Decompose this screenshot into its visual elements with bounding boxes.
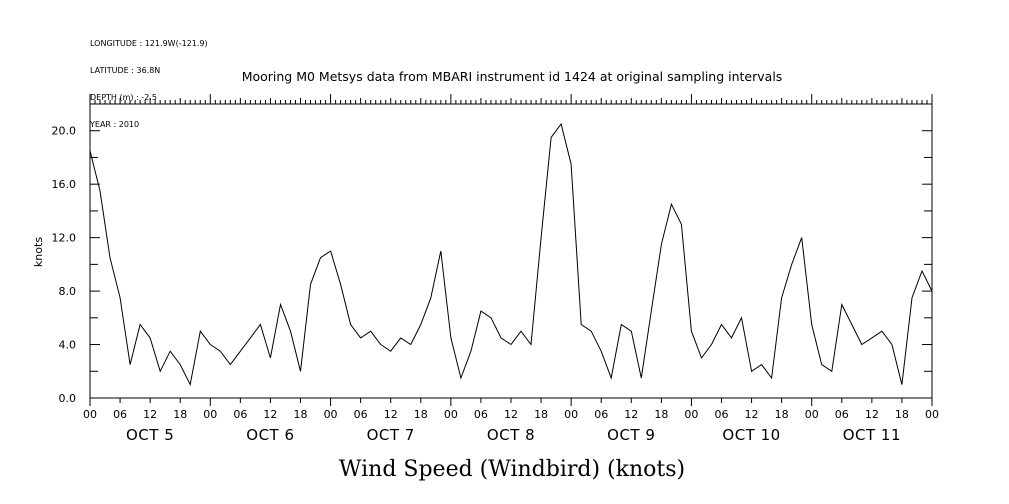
y-tick-label: 20.0 [52,125,77,138]
header-metadata: LONGITUDE : 121.9W(-121.9) LATITUDE : 36… [90,21,208,138]
x-tick-label: 18 [173,408,187,421]
x-tick-label: 12 [745,408,759,421]
day-label: OCT 9 [607,426,655,444]
axis-ticks [89,94,933,406]
x-tick-label: 00 [684,408,698,421]
x-tick-label: 18 [534,408,548,421]
chart-title: Mooring M0 Metsys data from MBARI instru… [242,69,783,84]
x-tick-label: 12 [263,408,277,421]
wind-speed-line [89,122,933,387]
x-tick-label: 06 [715,408,729,421]
x-tick-label: 18 [414,408,428,421]
year-label: YEAR : 2010 [90,120,140,129]
x-axis-title: Wind Speed (Windbird) (knots) [339,457,685,482]
x-tick-label: 18 [294,408,308,421]
x-tick-label: 00 [83,408,97,421]
day-label: OCT 7 [367,426,415,444]
x-tick-label: 06 [594,408,608,421]
x-tick-labels: 00 06 12 18 00 06 12 18 00 06 12 18 00 06 12 18 00 06 12 18… [83,408,939,421]
x-tick-label: 12 [504,408,518,421]
day-label: OCT 11 [843,426,901,444]
x-tick-label: 00 [564,408,578,421]
x-tick-label: 06 [233,408,247,421]
x-tick-label: 06 [113,408,127,421]
x-tick-label: 00 [203,408,217,421]
day-label: OCT 5 [126,426,174,444]
y-tick-labels: 0.0 4.0 8.0 12.0 16.0 20.0 [52,125,77,405]
day-label: OCT 8 [487,426,535,444]
plot-frame [89,103,933,399]
day-label: OCT 10 [722,426,780,444]
y-tick-label: 12.0 [52,232,77,245]
longitude-label: LONGITUDE : 121.9W(-121.9) [90,39,208,48]
latitude-label: LATITUDE : 36.8N [90,66,161,75]
x-tick-label: 00 [925,408,939,421]
x-tick-label: 12 [624,408,638,421]
x-tick-label: 00 [805,408,819,421]
x-tick-label: 06 [474,408,488,421]
x-tick-label: 12 [143,408,157,421]
day-labels: OCT 5 OCT 6 OCT 7 OCT 8 OCT 9 OCT 10 OCT 11 [126,426,901,444]
x-tick-label: 18 [654,408,668,421]
depth-label: DEPTH (m) : -2.5 [90,93,157,102]
y-tick-label: 0.0 [59,392,77,405]
x-tick-label: 12 [384,408,398,421]
x-tick-label: 06 [354,408,368,421]
day-label: OCT 6 [246,426,294,444]
x-tick-label: 18 [775,408,789,421]
x-tick-label: 18 [895,408,909,421]
x-tick-label: 12 [865,408,879,421]
y-tick-label: 4.0 [59,339,77,352]
x-tick-label: 00 [444,408,458,421]
y-tick-label: 8.0 [59,285,77,298]
x-tick-label: 00 [324,408,338,421]
y-tick-label: 16.0 [52,178,77,191]
x-tick-label: 06 [835,408,849,421]
y-axis-label: knots [32,237,45,267]
